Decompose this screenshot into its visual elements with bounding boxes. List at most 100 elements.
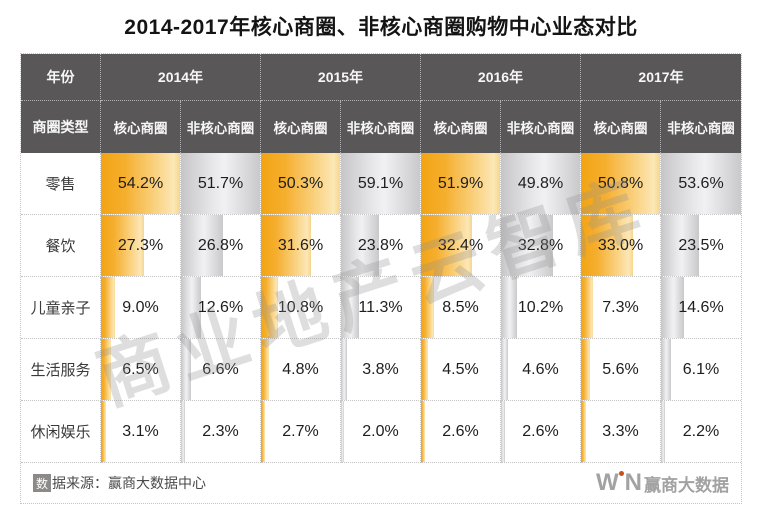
value-text: 8.5% <box>442 298 479 316</box>
row-label: 餐饮 <box>21 215 101 277</box>
subheader-noncore-2017: 非核心商圈 <box>661 101 741 153</box>
comparison-table: 年份 2014年 2015年 2016年 2017年 商圈类型 核心商圈 非核心… <box>20 53 742 504</box>
value-cell: 27.3% <box>101 215 181 277</box>
value-text: 23.8% <box>357 236 404 254</box>
core-bar <box>581 401 587 462</box>
noncore-bar <box>341 401 345 462</box>
value-cell: 2.0% <box>341 401 421 463</box>
value-text: 6.1% <box>682 360 720 378</box>
value-text: 2.6% <box>522 422 559 440</box>
row-label: 儿童亲子 <box>21 277 101 339</box>
source-badge-icon: 数 <box>33 474 51 492</box>
noncore-bar <box>181 401 185 462</box>
core-bar <box>101 215 145 276</box>
value-text: 12.6% <box>197 298 244 316</box>
subheader-core-2014: 核心商圈 <box>101 101 181 153</box>
noncore-bar <box>501 277 518 338</box>
value-text: 54.2% <box>117 174 164 192</box>
noncore-bar <box>661 339 671 400</box>
noncore-bar <box>501 153 580 214</box>
subheader-core-2016: 核心商圈 <box>421 101 501 153</box>
value-cell: 32.4% <box>421 215 501 277</box>
value-cell: 3.8% <box>341 339 421 401</box>
core-bar <box>421 401 426 462</box>
value-text: 10.2% <box>517 298 564 316</box>
value-cell: 4.6% <box>501 339 581 401</box>
value-cell: 8.5% <box>421 277 501 339</box>
noncore-bar <box>661 401 665 462</box>
core-bar <box>101 339 112 400</box>
row-label: 生活服务 <box>21 339 101 401</box>
value-text: 4.8% <box>282 360 319 378</box>
value-cell: 2.2% <box>661 401 741 463</box>
value-cell: 49.8% <box>501 153 581 215</box>
value-cell: 26.8% <box>181 215 261 277</box>
value-text: 2.6% <box>442 422 479 440</box>
noncore-bar <box>501 401 506 462</box>
header-year-2017: 2017年 <box>581 54 741 101</box>
value-text: 3.1% <box>122 422 159 440</box>
noncore-bar <box>181 339 192 400</box>
value-cell: 51.7% <box>181 153 261 215</box>
value-cell: 12.6% <box>181 277 261 339</box>
header-district-type-label: 商圈类型 <box>21 101 101 153</box>
header-year-2016: 2016年 <box>421 54 581 101</box>
value-text: 23.5% <box>678 236 724 254</box>
value-cell: 4.5% <box>421 339 501 401</box>
subheader-core-2017: 核心商圈 <box>581 101 661 153</box>
noncore-bar <box>661 277 685 338</box>
row-label: 零售 <box>21 153 101 215</box>
table-header-years: 年份 2014年 2015年 2016年 2017年 <box>21 54 741 101</box>
value-text: 3.3% <box>602 422 639 440</box>
noncore-bar <box>661 153 741 214</box>
header-year-2015: 2015年 <box>261 54 421 101</box>
value-cell: 50.3% <box>261 153 341 215</box>
value-cell: 5.6% <box>581 339 661 401</box>
table-row: 零售 54.2% 51.7% 50.3% 59.1% 51.9% 49.8% 50.8% 53.… <box>21 153 741 215</box>
value-text: 53.6% <box>678 174 724 192</box>
value-text: 59.1% <box>357 174 404 192</box>
value-cell: 51.9% <box>421 153 501 215</box>
value-text: 3.8% <box>362 360 399 378</box>
table-row: 休闲娱乐 3.1% 2.3% 2.7% 2.0% 2.6% 2.6% 3.3% 2.2% <box>21 401 741 463</box>
value-cell: 4.8% <box>261 339 341 401</box>
core-bar <box>421 339 429 400</box>
core-bar <box>101 153 180 214</box>
core-bar <box>421 215 473 276</box>
value-text: 11.3% <box>358 298 403 316</box>
value-text: 4.5% <box>442 360 479 378</box>
value-text: 31.6% <box>277 236 324 254</box>
core-bar <box>101 277 116 338</box>
value-text: 9.0% <box>122 298 159 316</box>
value-cell: 7.3% <box>581 277 661 339</box>
value-text: 51.7% <box>197 174 244 192</box>
core-bar <box>101 401 106 462</box>
noncore-bar <box>181 277 201 338</box>
subheader-noncore-2016: 非核心商圈 <box>501 101 581 153</box>
data-source: 数 据来源：赢商大数据中心 <box>33 473 206 493</box>
core-bar <box>421 153 500 214</box>
value-text: 2.7% <box>282 422 319 440</box>
value-cell: 54.2% <box>101 153 181 215</box>
value-cell: 14.6% <box>661 277 741 339</box>
value-text: 6.6% <box>202 360 239 378</box>
value-cell: 23.5% <box>661 215 741 277</box>
core-bar <box>581 215 634 276</box>
value-text: 6.5% <box>122 360 159 378</box>
noncore-bar <box>341 339 347 400</box>
noncore-bar <box>501 215 553 276</box>
core-bar <box>261 215 311 276</box>
value-cell: 10.2% <box>501 277 581 339</box>
value-cell: 11.3% <box>341 277 421 339</box>
source-text: 据来源：赢商大数据中心 <box>52 475 206 491</box>
subheader-core-2015: 核心商圈 <box>261 101 341 153</box>
value-cell: 9.0% <box>101 277 181 339</box>
value-text: 50.8% <box>597 174 644 192</box>
core-bar <box>421 277 435 338</box>
value-text: 7.3% <box>602 298 639 316</box>
noncore-bar <box>181 215 224 276</box>
win-logo-dot-icon <box>618 471 624 476</box>
noncore-bar <box>501 339 509 400</box>
noncore-bar <box>661 215 699 276</box>
